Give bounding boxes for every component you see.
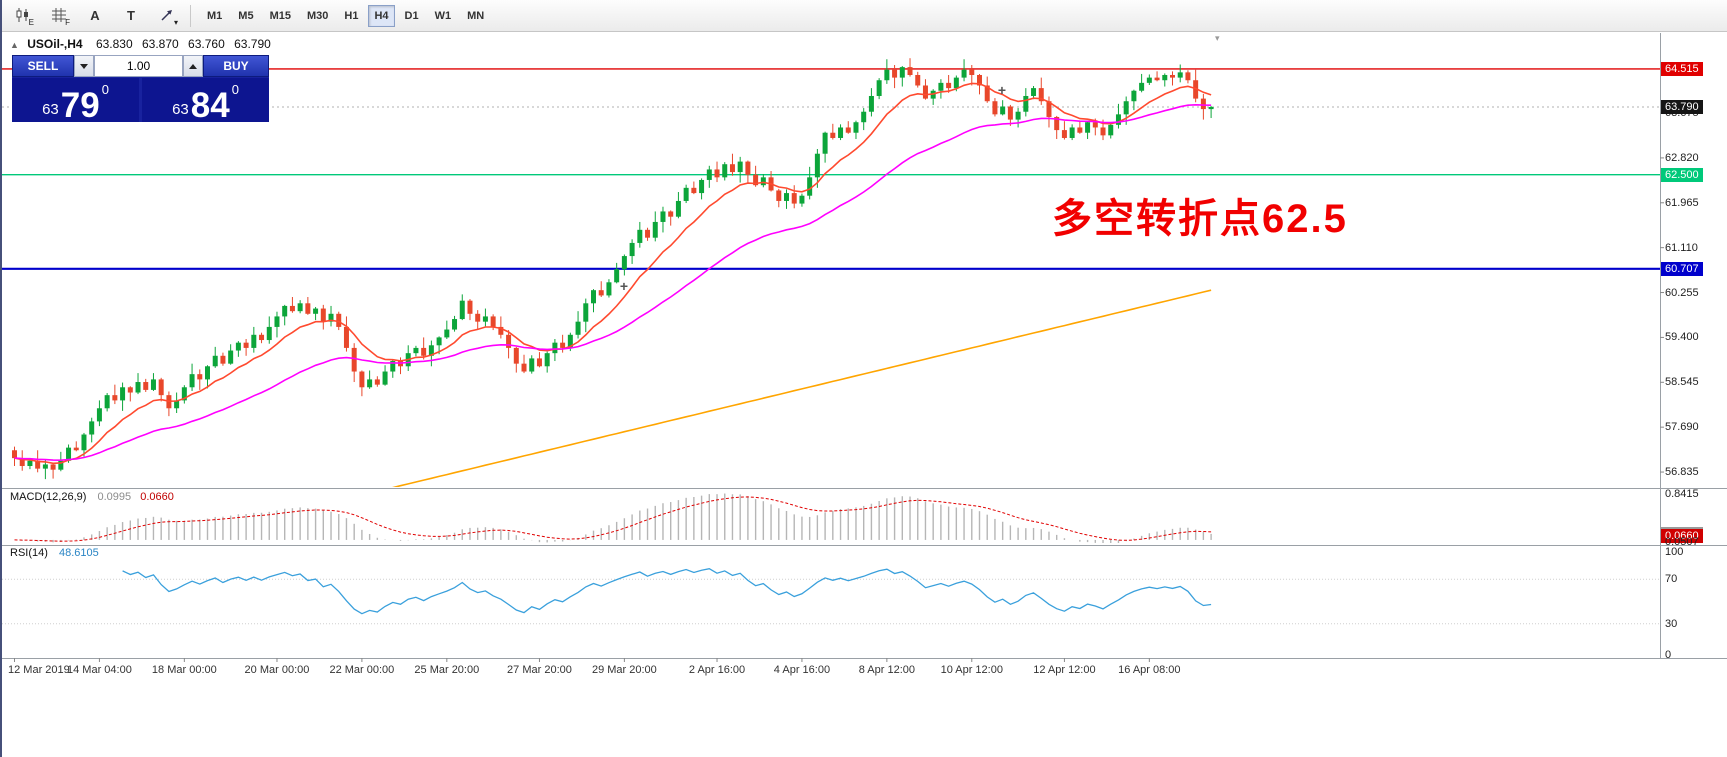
chart-style-tool-sub: E [28,17,34,27]
triangle-down-icon [80,63,88,69]
toolbar: E F A T ▾ M1 M5 M15 M30 H1 H4 D1 W1 MN [2,0,1727,32]
price-badge[interactable]: 60.707 [1661,261,1703,276]
chart-icon: ▲ [10,40,19,50]
grid-tool[interactable]: F [46,4,72,28]
grid-tool-sub: F [65,17,70,27]
macd-main-value: 0.0995 [97,491,132,503]
chart-style-tool[interactable]: E [10,4,36,28]
chart-shift-marker[interactable]: ▾ [1215,33,1220,43]
timeframe-h1[interactable]: H1 [338,5,364,27]
macd-label: MACD(12,26,9) [10,491,87,503]
ohlc-close: 63.790 [234,37,271,51]
buy-price-sup: 0 [231,82,239,97]
price-badge[interactable]: 64.515 [1661,61,1703,76]
timeframe-m30[interactable]: M30 [301,5,334,27]
price-badge[interactable]: 62.500 [1661,167,1703,182]
buy-price-big: 84 [190,85,230,125]
ohlc-low: 63.760 [188,37,225,51]
sell-price-big: 79 [60,85,100,125]
symbol-title: USOil-,H4 [27,37,83,51]
arrows-tool[interactable]: ▾ [154,4,180,28]
volume-input[interactable] [94,55,183,77]
trade-panel-prices: 63 79 0 63 84 0 [12,78,269,125]
macd-badge: 0.0660 [1661,528,1703,543]
trade-panel-controls: SELL BUY [12,55,269,77]
ohlc-open: 63.830 [95,37,133,51]
timeframe-d1[interactable]: D1 [399,5,425,27]
timeframe-w1[interactable]: W1 [429,5,458,27]
one-click-trading-panel: SELL BUY 63 79 0 63 84 0 [12,55,269,125]
label-a-icon: A [90,8,100,23]
volume-decrease-button[interactable] [74,55,94,77]
sell-price-small: 63 [42,101,59,118]
text-tool[interactable]: T [118,4,144,28]
sell-price-sup: 0 [101,82,109,97]
chart-area[interactable]: 63.67562.82061.96561.11060.25559.40058.5… [2,32,1727,757]
candlestick-icon [15,7,31,25]
rsi-header: RSI(14) 48.6105 [10,547,99,559]
volume-increase-button[interactable] [183,55,203,77]
sell-price-display[interactable]: 63 79 0 [12,78,139,125]
toolbar-divider [190,4,191,27]
label-tool[interactable]: A [82,4,108,28]
chart-annotation-text: 多空转折点62.5 [1052,197,1348,241]
timeframe-buttons: M1 M5 M15 M30 H1 H4 D1 W1 MN [201,4,490,27]
macd-signal-value: 0.0660 [140,491,174,503]
buy-price-display[interactable]: 63 84 0 [142,78,269,125]
sell-button[interactable]: SELL [12,55,74,77]
timeframe-m5[interactable]: M5 [232,5,259,27]
macd-header: MACD(12,26,9) 0.0995 0.0660 [10,491,174,503]
buy-button[interactable]: BUY [203,55,269,77]
timeframe-h4[interactable]: H4 [368,4,395,27]
timeframe-m15[interactable]: M15 [264,5,297,27]
text-t-icon: T [127,8,135,23]
rsi-value: 48.6105 [58,547,99,559]
price-badge[interactable]: 63.790 [1661,100,1703,114]
timeframe-mn[interactable]: MN [461,5,490,27]
timeframe-m1[interactable]: M1 [201,5,228,27]
chart-header: ▲ USOil-,H4 63.830 63.870 63.760 63.790 [10,37,277,51]
arrows-tool-sub: ▾ [173,17,178,27]
grid-icon [51,7,67,25]
triangle-up-icon [189,63,197,69]
drawing-tools: E F A T ▾ [10,4,180,28]
ohlc-high: 63.870 [142,37,179,51]
rsi-label: RSI(14) [10,547,48,559]
buy-price-small: 63 [172,101,189,118]
arrow-icon [159,7,175,25]
